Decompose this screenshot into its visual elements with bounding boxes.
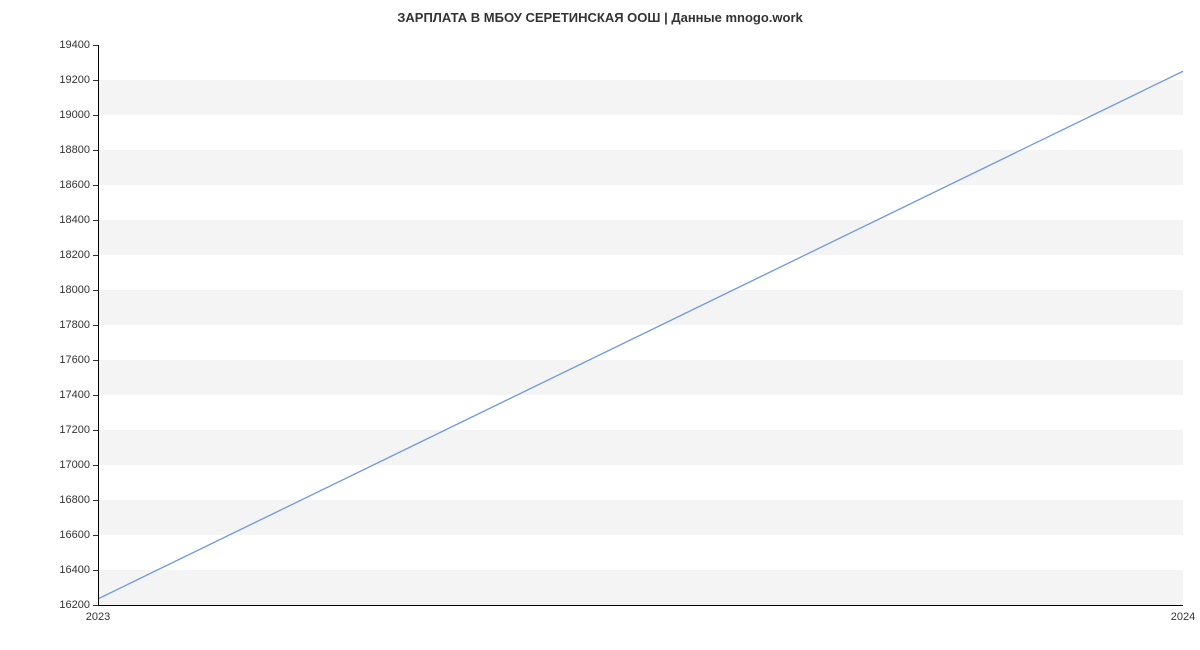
y-tick-label: 16600 <box>59 529 98 541</box>
y-tick-label: 19200 <box>59 74 98 86</box>
y-tick-label: 17200 <box>59 424 98 436</box>
plot-area: 1620016400166001680017000172001740017600… <box>98 45 1183 605</box>
x-tick-label: 2023 <box>86 605 110 623</box>
y-tick-label: 19400 <box>59 39 98 51</box>
y-tick-label: 18400 <box>59 214 98 226</box>
y-tick-label: 18200 <box>59 249 98 261</box>
y-tick-label: 18800 <box>59 144 98 156</box>
salary-line-chart: ЗАРПЛАТА В МБОУ СЕРЕТИНСКАЯ ООШ | Данные… <box>0 0 1200 650</box>
y-tick-label: 17400 <box>59 389 98 401</box>
y-tick-label: 16800 <box>59 494 98 506</box>
chart-title: ЗАРПЛАТА В МБОУ СЕРЕТИНСКАЯ ООШ | Данные… <box>0 10 1200 25</box>
chart-line-layer <box>98 45 1183 605</box>
y-axis-line <box>98 45 99 605</box>
y-tick-label: 17000 <box>59 459 98 471</box>
y-tick-label: 18600 <box>59 179 98 191</box>
y-tick-label: 19000 <box>59 109 98 121</box>
x-axis-line <box>98 605 1183 606</box>
y-tick-label: 17600 <box>59 354 98 366</box>
y-tick-label: 17800 <box>59 319 98 331</box>
y-tick-label: 16400 <box>59 564 98 576</box>
x-tick-label: 2024 <box>1171 605 1195 623</box>
y-tick-label: 18000 <box>59 284 98 296</box>
series-line-salary <box>98 71 1183 599</box>
